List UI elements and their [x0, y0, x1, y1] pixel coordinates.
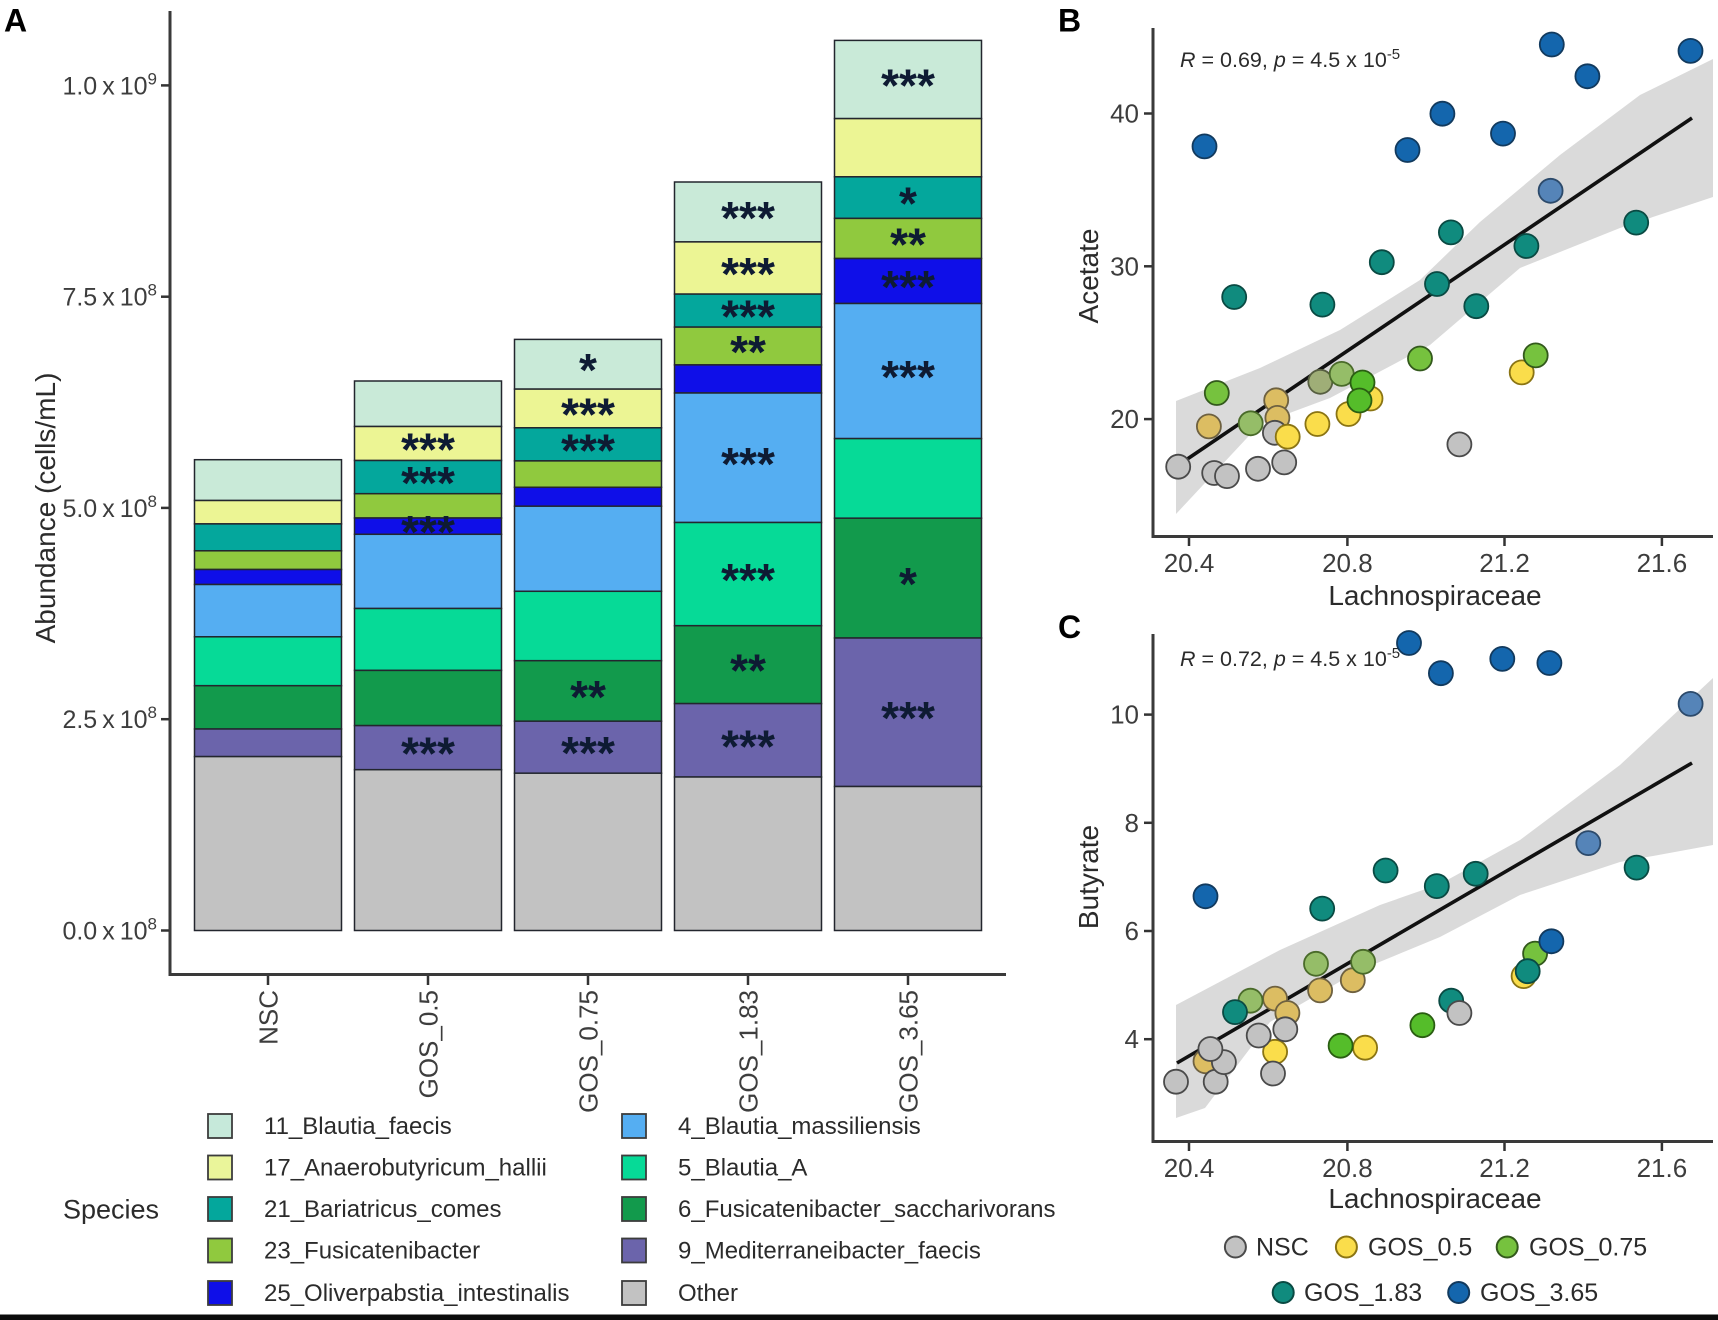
- svg-text:GOS_3.65: GOS_3.65: [894, 990, 924, 1113]
- svg-text:Acetate: Acetate: [1073, 229, 1104, 324]
- svg-text:*: *: [899, 558, 917, 610]
- svg-text:GOS_0.75: GOS_0.75: [574, 990, 604, 1113]
- svg-text:2.5 x 108: 2.5 x 108: [62, 703, 157, 734]
- svg-text:**: **: [890, 218, 926, 270]
- svg-text:***: ***: [401, 506, 455, 558]
- svg-text:***: ***: [561, 727, 615, 779]
- svg-text:GOS_0.75: GOS_0.75: [1529, 1234, 1647, 1262]
- svg-text:7.5 x 108: 7.5 x 108: [62, 281, 157, 312]
- svg-text:Species: Species: [63, 1195, 159, 1225]
- svg-text:***: ***: [401, 728, 455, 780]
- svg-text:6_Fusicatenibacter_saccharivor: 6_Fusicatenibacter_saccharivorans: [678, 1196, 1056, 1223]
- svg-text:21.6: 21.6: [1637, 1153, 1688, 1183]
- svg-text:4_Blautia_massiliensis: 4_Blautia_massiliensis: [678, 1113, 921, 1140]
- svg-text:R = 0.69, p = 4.5 x 10-5: R = 0.69, p = 4.5 x 10-5: [1180, 46, 1400, 72]
- svg-text:Lachnospiraceae: Lachnospiraceae: [1328, 580, 1541, 611]
- svg-text:***: ***: [721, 720, 775, 772]
- svg-text:C: C: [1058, 609, 1081, 645]
- svg-text:17_Anaerobutyricum_hallii: 17_Anaerobutyricum_hallii: [264, 1155, 547, 1182]
- svg-text:21.6: 21.6: [1637, 548, 1688, 578]
- svg-text:GOS_1.83: GOS_1.83: [1304, 1279, 1422, 1307]
- svg-text:20.8: 20.8: [1322, 548, 1373, 578]
- svg-text:Butyrate: Butyrate: [1073, 825, 1104, 929]
- svg-text:Lachnospiraceae: Lachnospiraceae: [1328, 1183, 1541, 1214]
- svg-text:0.0 x 108: 0.0 x 108: [62, 915, 157, 946]
- svg-text:40: 40: [1110, 99, 1139, 129]
- svg-text:R = 0.72, p = 4.5 x 10-5: R = 0.72, p = 4.5 x 10-5: [1180, 645, 1400, 671]
- svg-text:GOS_0.5: GOS_0.5: [1368, 1234, 1472, 1262]
- svg-text:**: **: [570, 671, 606, 723]
- svg-text:B: B: [1058, 3, 1081, 39]
- svg-text:Abundance (cells/mL): Abundance (cells/mL): [30, 373, 61, 644]
- svg-text:***: ***: [881, 60, 935, 112]
- svg-text:Other: Other: [678, 1280, 738, 1307]
- svg-text:***: ***: [401, 424, 455, 476]
- svg-text:***: ***: [881, 692, 935, 744]
- svg-text:20.4: 20.4: [1164, 1153, 1215, 1183]
- svg-text:**: **: [730, 645, 766, 697]
- svg-text:5.0 x 108: 5.0 x 108: [62, 492, 157, 523]
- svg-text:GOS_3.65: GOS_3.65: [1480, 1279, 1598, 1307]
- svg-text:30: 30: [1110, 251, 1139, 281]
- svg-text:***: ***: [881, 261, 935, 313]
- svg-text:***: ***: [721, 438, 775, 490]
- svg-text:**: **: [730, 326, 766, 378]
- svg-text:***: ***: [561, 424, 615, 476]
- svg-text:21.2: 21.2: [1479, 548, 1530, 578]
- svg-text:4: 4: [1125, 1024, 1139, 1054]
- svg-text:***: ***: [721, 192, 775, 244]
- svg-text:6: 6: [1125, 916, 1139, 946]
- svg-text:NSC: NSC: [254, 990, 284, 1045]
- svg-text:*: *: [899, 178, 917, 230]
- svg-text:***: ***: [721, 554, 775, 606]
- svg-text:9_Mediterraneibacter_faecis: 9_Mediterraneibacter_faecis: [678, 1238, 981, 1265]
- svg-text:***: ***: [721, 291, 775, 343]
- svg-text:***: ***: [561, 389, 615, 441]
- svg-text:11_Blautia_faecis: 11_Blautia_faecis: [264, 1113, 452, 1140]
- svg-text:NSC: NSC: [1256, 1234, 1309, 1262]
- svg-text:8: 8: [1125, 808, 1139, 838]
- svg-text:10: 10: [1110, 700, 1139, 730]
- svg-text:20: 20: [1110, 404, 1139, 434]
- svg-text:A: A: [4, 3, 27, 39]
- svg-text:20.8: 20.8: [1322, 1153, 1373, 1183]
- svg-text:***: ***: [401, 457, 455, 509]
- svg-text:GOS_1.83: GOS_1.83: [734, 990, 764, 1113]
- svg-text:23_Fusicatenibacter: 23_Fusicatenibacter: [264, 1238, 480, 1265]
- svg-text:GOS_0.5: GOS_0.5: [414, 990, 444, 1098]
- svg-text:20.4: 20.4: [1164, 548, 1215, 578]
- svg-text:1.0 x 109: 1.0 x 109: [62, 69, 157, 100]
- svg-text:21.2: 21.2: [1479, 1153, 1530, 1183]
- svg-text:5_Blautia_A: 5_Blautia_A: [678, 1155, 807, 1182]
- svg-text:***: ***: [881, 351, 935, 403]
- svg-text:*: *: [579, 344, 597, 396]
- svg-text:21_Bariatricus_comes: 21_Bariatricus_comes: [264, 1196, 501, 1223]
- svg-text:***: ***: [721, 248, 775, 300]
- svg-text:25_Oliverpabstia_intestinalis: 25_Oliverpabstia_intestinalis: [264, 1280, 570, 1307]
